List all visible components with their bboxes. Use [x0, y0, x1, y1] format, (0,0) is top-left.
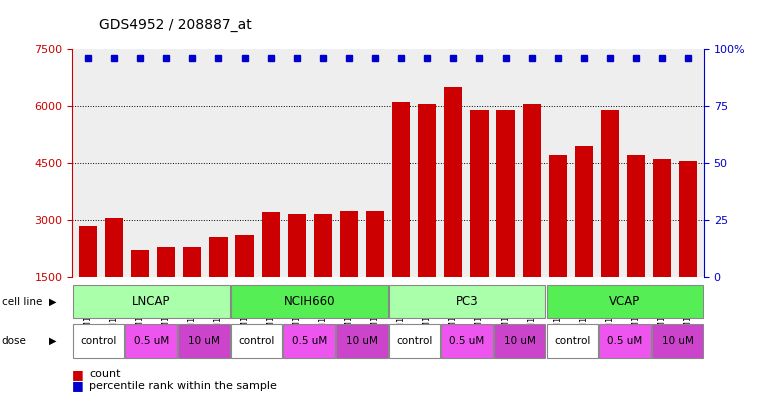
Text: 10 uM: 10 uM	[345, 336, 377, 346]
Text: dose: dose	[2, 336, 27, 346]
Bar	[126, 324, 177, 358]
Text: control: control	[81, 336, 116, 346]
Bar	[389, 285, 546, 318]
Bar	[340, 211, 358, 334]
Text: ■: ■	[72, 379, 84, 393]
Bar	[366, 211, 384, 334]
Bar	[283, 324, 335, 358]
Bar	[105, 218, 123, 334]
Bar	[73, 324, 124, 358]
Text: PC3: PC3	[456, 295, 479, 308]
Text: control: control	[238, 336, 275, 346]
Bar	[441, 324, 493, 358]
Bar	[679, 161, 697, 334]
Bar	[599, 324, 651, 358]
Text: 10 uM: 10 uM	[661, 336, 693, 346]
Bar	[601, 110, 619, 334]
Bar	[418, 104, 436, 334]
Text: ▶: ▶	[49, 336, 56, 346]
Bar	[392, 102, 410, 334]
Text: LNCAP: LNCAP	[132, 295, 170, 308]
Text: 10 uM: 10 uM	[504, 336, 536, 346]
Bar	[235, 235, 253, 334]
Text: 0.5 uM: 0.5 uM	[450, 336, 485, 346]
Bar	[183, 248, 202, 334]
Bar	[653, 159, 671, 334]
Bar	[549, 156, 567, 334]
Bar	[231, 324, 282, 358]
Bar	[627, 156, 645, 334]
Text: 0.5 uM: 0.5 uM	[134, 336, 169, 346]
Bar	[336, 324, 387, 358]
Text: control: control	[554, 336, 591, 346]
Text: control: control	[396, 336, 432, 346]
Bar	[178, 324, 230, 358]
Bar	[575, 146, 593, 334]
Bar	[314, 215, 332, 334]
Bar	[73, 285, 230, 318]
Text: 0.5 uM: 0.5 uM	[607, 336, 642, 346]
Bar	[546, 285, 703, 318]
Bar	[231, 285, 387, 318]
Bar	[652, 324, 703, 358]
Bar	[546, 324, 598, 358]
Text: cell line: cell line	[2, 297, 42, 307]
Bar	[79, 226, 97, 334]
Text: NCIH660: NCIH660	[283, 295, 335, 308]
Text: GDS4952 / 208887_at: GDS4952 / 208887_at	[99, 18, 252, 32]
Text: count: count	[89, 369, 120, 379]
Text: percentile rank within the sample: percentile rank within the sample	[89, 381, 277, 391]
Bar	[288, 215, 306, 334]
Bar	[131, 250, 149, 334]
Bar	[444, 87, 463, 334]
Text: VCAP: VCAP	[610, 295, 641, 308]
Bar	[262, 213, 280, 334]
Bar	[494, 324, 546, 358]
Bar	[496, 110, 514, 334]
Bar	[389, 324, 440, 358]
Text: 0.5 uM: 0.5 uM	[291, 336, 326, 346]
Bar	[523, 104, 541, 334]
Bar	[157, 248, 175, 334]
Text: 10 uM: 10 uM	[188, 336, 220, 346]
Bar	[209, 237, 228, 334]
Bar	[470, 110, 489, 334]
Text: ■: ■	[72, 367, 84, 381]
Text: ▶: ▶	[49, 297, 56, 307]
